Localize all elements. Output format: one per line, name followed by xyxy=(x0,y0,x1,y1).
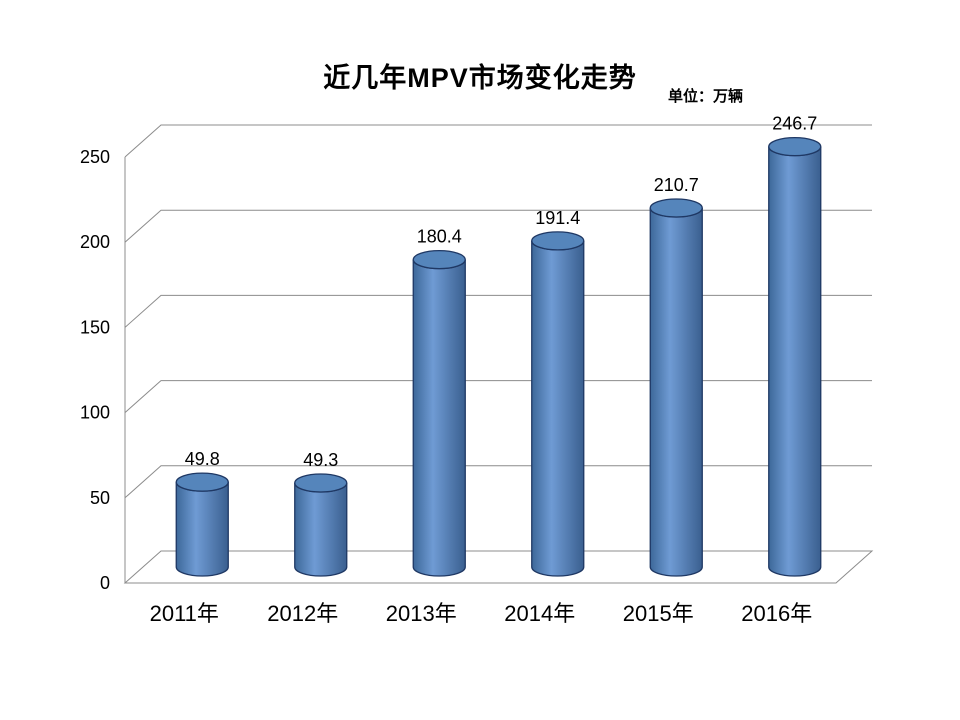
bar-value-label: 49.3 xyxy=(303,450,338,470)
gridline xyxy=(124,380,872,413)
bar-top-cap xyxy=(294,473,348,493)
x-category-label: 2015年 xyxy=(623,601,694,626)
y-tick-label: 200 xyxy=(80,232,110,252)
bar-top-cap xyxy=(649,198,703,218)
bar-value-label: 49.8 xyxy=(185,449,220,469)
bar-cylinder xyxy=(412,259,466,577)
x-category-label: 2016年 xyxy=(741,601,812,626)
x-category-label: 2014年 xyxy=(504,601,575,626)
bar-top-cap xyxy=(412,249,466,270)
bar-value-label: 191.4 xyxy=(535,208,580,228)
bar-cylinder xyxy=(768,146,822,577)
bar-cylinder xyxy=(294,482,348,577)
x-category-label: 2011年 xyxy=(150,601,219,626)
bar-top-cap xyxy=(531,231,585,251)
gridline xyxy=(124,294,872,328)
y-tick-label: 50 xyxy=(90,488,110,508)
x-category-label: 2012年 xyxy=(267,601,338,626)
bar-top-cap xyxy=(175,472,229,492)
bar-value-label: 210.7 xyxy=(654,175,699,195)
chart-floor xyxy=(123,550,874,584)
gridline xyxy=(124,465,872,499)
bar-cylinder xyxy=(175,482,229,577)
gridline xyxy=(124,124,872,158)
bar-value-label: 246.7 xyxy=(772,114,817,134)
bar-top-cap xyxy=(768,136,822,157)
y-tick-label: 250 xyxy=(80,147,110,167)
y-tick-label: 0 xyxy=(100,573,110,593)
bar-value-label: 180.4 xyxy=(417,227,462,247)
x-category-label: 2013年 xyxy=(386,601,457,626)
y-tick-label: 100 xyxy=(80,403,110,423)
y-tick-label: 150 xyxy=(80,317,110,337)
chart-title: 近几年MPV市场变化走势 xyxy=(323,63,637,93)
bar-cylinder xyxy=(531,240,585,577)
gridline xyxy=(124,209,872,243)
unit-label: 单位：万辆 xyxy=(668,88,744,105)
bar-cylinder xyxy=(649,207,703,577)
